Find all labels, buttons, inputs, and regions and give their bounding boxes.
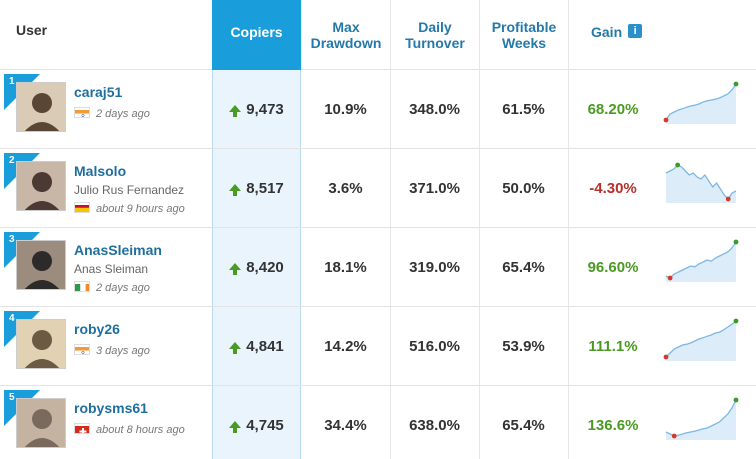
sparkline-max-marker: [733, 318, 739, 324]
profitable-weeks-label-line2: Weeks: [501, 35, 547, 51]
sparkline-max-marker: [733, 239, 739, 245]
india-flag-icon: [74, 344, 90, 355]
up-arrow-icon: [229, 263, 242, 275]
table-row[interactable]: 1 caraj51 2 days ago 9,473 10.9% 348.0% 61.5% 6…: [0, 70, 756, 149]
column-header-user[interactable]: User: [16, 22, 48, 38]
switzerland-flag-icon: [74, 423, 90, 434]
copiers-count: 9,473: [246, 101, 284, 118]
copiers-count: 4,841: [246, 338, 284, 355]
sparkline-max-marker: [675, 162, 681, 168]
gain-value: 68.20%: [587, 101, 639, 118]
sparkline-max-marker: [733, 81, 739, 87]
up-arrow-icon: [229, 421, 242, 433]
rank-number: 4: [9, 313, 15, 324]
username-link[interactable]: Malsolo: [74, 163, 127, 179]
copiers-column-highlight: [212, 70, 301, 459]
daily-turnover-label-line2: Turnover: [405, 35, 465, 51]
daily-turnover-value: 516.0%: [409, 338, 460, 355]
gain-sparkline-chart[interactable]: [662, 396, 740, 444]
spain-flag-icon: [74, 202, 90, 213]
daily-turnover-label-line1: Daily: [418, 19, 452, 35]
profitable-weeks-value: 50.0%: [502, 180, 545, 197]
ireland-flag-icon: [74, 281, 90, 292]
username-link[interactable]: AnasSleiman: [74, 242, 162, 258]
india-flag-icon: [74, 107, 90, 118]
profitable-weeks-label-line1: Profitable: [491, 19, 557, 35]
full-name: Julio Rus Fernandez: [74, 183, 185, 197]
gain-label: Gain: [591, 24, 623, 40]
daily-turnover-value: 371.0%: [409, 180, 460, 197]
gain-sparkline-chart[interactable]: [662, 80, 740, 128]
daily-turnover-value: 638.0%: [409, 417, 460, 434]
daily-turnover-value: 348.0%: [409, 101, 460, 118]
column-header-gain[interactable]: Gain i: [568, 0, 756, 70]
profitable-weeks-value: 65.4%: [502, 259, 545, 276]
avatar[interactable]: [16, 82, 66, 132]
last-seen: 3 days ago: [96, 345, 150, 357]
table-row[interactable]: 5 robysms61 about 8 hours ago 4,745 34.4% 638…: [0, 386, 756, 459]
rank-number: 1: [9, 76, 15, 87]
daily-turnover-value: 319.0%: [409, 259, 460, 276]
avatar[interactable]: [16, 398, 66, 448]
sparkline-min-marker: [663, 117, 669, 123]
sparkline-max-marker: [733, 397, 739, 403]
up-arrow-icon: [229, 184, 242, 196]
sparkline-min-marker: [667, 275, 673, 281]
rank-number: 3: [9, 234, 15, 245]
up-arrow-icon: [229, 342, 242, 354]
column-header-profitable-weeks[interactable]: Profitable Weeks: [479, 0, 568, 70]
gain-sparkline-chart[interactable]: [662, 238, 740, 286]
copiers-count: 4,745: [246, 417, 284, 434]
max-drawdown-value: 10.9%: [324, 101, 367, 118]
profitable-weeks-value: 65.4%: [502, 417, 545, 434]
gain-sparkline-chart[interactable]: [662, 159, 740, 207]
avatar[interactable]: [16, 161, 66, 211]
sparkline-min-marker: [663, 354, 669, 360]
gain-value: 136.6%: [587, 417, 639, 434]
rank-number: 5: [9, 392, 15, 403]
max-drawdown-label-line1: Max: [332, 19, 360, 35]
last-seen: about 8 hours ago: [96, 424, 185, 436]
last-seen: about 9 hours ago: [96, 203, 185, 215]
rank-number: 2: [9, 155, 15, 166]
gain-value: 96.60%: [587, 259, 639, 276]
copiers-value: 8,420: [212, 228, 301, 307]
max-drawdown-label-line2: Drawdown: [310, 35, 382, 51]
copiers-value: 4,745: [212, 386, 301, 459]
column-header-max-drawdown[interactable]: Max Drawdown: [301, 0, 390, 70]
copiers-value: 9,473: [212, 70, 301, 149]
table-row[interactable]: 2 Malsolo Julio Rus Fernandez about 9 hours…: [0, 149, 756, 228]
gain-value: 111.1%: [588, 338, 638, 355]
profitable-weeks-value: 61.5%: [502, 101, 545, 118]
gain-value: -4.30%: [589, 180, 637, 197]
max-drawdown-value: 34.4%: [324, 417, 367, 434]
max-drawdown-value: 14.2%: [324, 338, 367, 355]
info-icon[interactable]: i: [628, 24, 643, 38]
last-seen: 2 days ago: [96, 108, 150, 120]
copiers-value: 4,841: [212, 307, 301, 386]
avatar[interactable]: [16, 319, 66, 369]
username-link[interactable]: robysms61: [74, 400, 148, 416]
max-drawdown-value: 18.1%: [324, 259, 367, 276]
up-arrow-icon: [229, 105, 242, 117]
copiers-count: 8,517: [246, 180, 284, 197]
table-header: User Copiers Max Drawdown Daily Turnover P…: [0, 0, 756, 76]
max-drawdown-value: 3.6%: [328, 180, 363, 197]
full-name: Anas Sleiman: [74, 262, 149, 276]
username-link[interactable]: caraj51: [74, 84, 123, 100]
column-header-copiers[interactable]: Copiers: [212, 0, 301, 76]
column-header-daily-turnover[interactable]: Daily Turnover: [390, 0, 479, 70]
copiers-value: 8,517: [212, 149, 301, 228]
table-row[interactable]: 4 roby26 3 days ago 4,841 14.2% 516.0% 53.9% 11…: [0, 307, 756, 386]
gain-sparkline-chart[interactable]: [662, 317, 740, 365]
username-link[interactable]: roby26: [74, 321, 120, 337]
copiers-count: 8,420: [246, 259, 284, 276]
last-seen: 2 days ago: [96, 282, 150, 294]
sparkline-min-marker: [671, 433, 677, 439]
profitable-weeks-value: 53.9%: [502, 338, 545, 355]
avatar[interactable]: [16, 240, 66, 290]
table-row[interactable]: 3 AnasSleiman Anas Sleiman 2 days ago 8,420 1…: [0, 228, 756, 307]
sparkline-min-marker: [725, 196, 731, 202]
